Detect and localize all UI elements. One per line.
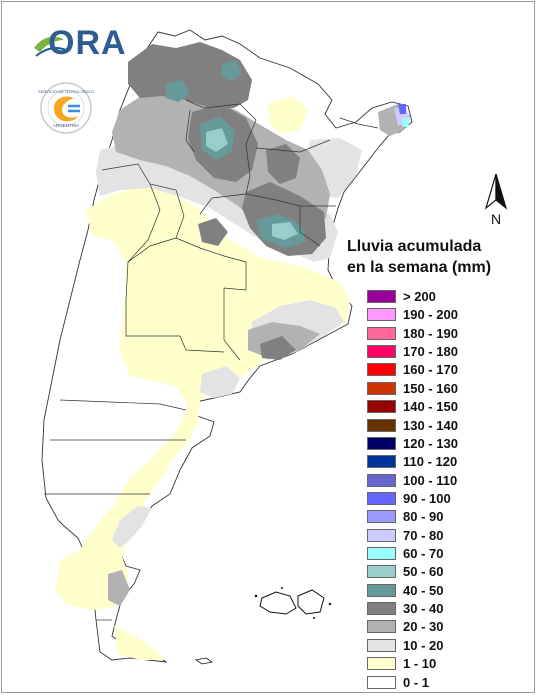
- legend-label: 60 - 70: [403, 546, 444, 562]
- leaf-icon: [34, 36, 64, 52]
- legend: > 200 190 - 200 180 - 190 170 - 180 160 - 17…: [367, 288, 527, 692]
- malvinas-islands: [259, 589, 325, 615]
- zone-30-40-pampas: [260, 336, 296, 360]
- legend-item: 130 - 140: [367, 417, 527, 435]
- legend-label: 130 - 140: [403, 417, 458, 433]
- legend-title-line2: en la semana (mm): [347, 259, 492, 276]
- legend-item: 40 - 50: [367, 582, 527, 600]
- legend-swatch: [367, 308, 396, 322]
- zone-30-40-corrientes: [266, 144, 300, 184]
- legend-label: 160 - 170: [403, 362, 458, 378]
- legend-item: 90 - 100: [367, 490, 527, 508]
- legend-swatch: [367, 602, 396, 616]
- legend-swatch: [367, 381, 396, 395]
- legend-swatch: [367, 491, 396, 505]
- legend-label: 180 - 190: [403, 325, 458, 341]
- legend-label: 100 - 110: [403, 472, 458, 488]
- legend-label: 30 - 40: [403, 601, 444, 617]
- zone-30-40-northwest: [128, 42, 252, 108]
- legend-label: 170 - 180: [403, 344, 458, 360]
- legend-label: 40 - 50: [403, 582, 444, 598]
- legend-swatch: [367, 400, 396, 414]
- legend-swatch: [367, 363, 396, 377]
- legend-swatch: [367, 675, 396, 689]
- legend-label: 1 - 10: [403, 656, 437, 672]
- legend-label: 120 - 130: [403, 435, 458, 451]
- legend-item: 50 - 60: [367, 563, 527, 581]
- zone-1-10-center: [86, 186, 350, 528]
- legend-swatch: [367, 345, 396, 359]
- legend-swatch: [367, 455, 396, 469]
- legend-swatch: [367, 528, 396, 542]
- seal-text-top: SERVICIO METEOROLÓGICO: [38, 89, 94, 94]
- legend-swatch: [367, 620, 396, 634]
- legend-swatch: [367, 418, 396, 432]
- legend-item: 30 - 40: [367, 600, 527, 618]
- north-label: N: [491, 211, 501, 227]
- legend-item: 120 - 130: [367, 435, 527, 453]
- legend-swatch: [367, 436, 396, 450]
- zone-1-10-north: [268, 96, 308, 134]
- legend-item: 1 - 10: [367, 655, 527, 673]
- legend-swatch: [367, 326, 396, 340]
- zone-10-20-coast: [200, 366, 240, 398]
- legend-item: 0 - 1: [367, 674, 527, 692]
- zone-20-30-patagonia: [108, 570, 130, 606]
- legend-label: 140 - 150: [403, 399, 458, 415]
- legend-label: 20 - 30: [403, 619, 444, 635]
- legend-title-line1: Lluvia acumulada: [347, 238, 482, 255]
- legend-item: 140 - 150: [367, 398, 527, 416]
- zone-10-20-south: [112, 506, 152, 548]
- legend-swatch: [367, 473, 396, 487]
- zone-1-10-tierra: [114, 626, 164, 660]
- legend-item: 190 - 200: [367, 306, 527, 324]
- north-arrow-icon: N: [484, 173, 508, 227]
- legend-swatch: [367, 290, 396, 303]
- legend-swatch: [367, 547, 396, 561]
- zone-60-70-misiones: [402, 118, 410, 128]
- legend-item: 70 - 80: [367, 527, 527, 545]
- isla-estados: [194, 657, 214, 665]
- legend-label: 10 - 20: [403, 637, 444, 653]
- legend-item: 150 - 160: [367, 380, 527, 398]
- zone-50-60-entre-rios: [272, 222, 298, 240]
- zone-40-50-jujuy: [222, 60, 242, 82]
- zone-40-50-salta: [166, 80, 190, 102]
- legend-label: 90 - 100: [403, 490, 451, 506]
- legend-item: > 200: [367, 288, 527, 306]
- legend-item: 160 - 170: [367, 361, 527, 379]
- legend-label: 0 - 1: [403, 674, 430, 690]
- legend-item: 10 - 20: [367, 637, 527, 655]
- legend-item: 60 - 70: [367, 545, 527, 563]
- legend-title: Lluvia acumulada en la semana (mm): [347, 236, 527, 278]
- legend-swatch: [367, 565, 396, 579]
- legend-label: 110 - 120: [403, 454, 458, 470]
- zone-30-40-small: [198, 218, 228, 246]
- legend-swatch: [367, 657, 396, 671]
- legend-swatch: [367, 583, 396, 597]
- legend-label: 50 - 60: [403, 564, 444, 580]
- legend-swatch: [367, 510, 396, 524]
- legend-item: 110 - 120: [367, 453, 527, 471]
- legend-item: 170 - 180: [367, 343, 527, 361]
- province-borders: [44, 99, 379, 621]
- legend-label: 80 - 90: [403, 509, 444, 525]
- seal-text-bottom: ARGENTINA: [53, 123, 79, 128]
- malvinas-islets: [254, 587, 332, 619]
- legend-label: > 200: [403, 289, 436, 304]
- zone-90-100-misiones: [398, 104, 406, 114]
- zone-50-60-santiago: [206, 128, 228, 152]
- logo-text: ORA: [48, 24, 127, 62]
- legend-label: 190 - 200: [403, 307, 458, 323]
- legend-label: 150 - 160: [403, 380, 458, 396]
- legend-item: 80 - 90: [367, 508, 527, 526]
- legend-item: 20 - 30: [367, 618, 527, 636]
- legend-label: 70 - 80: [403, 527, 444, 543]
- ora-logo: SERVICIO METEOROLÓGICO ARGENTINA: [34, 36, 94, 134]
- legend-swatch: [367, 638, 396, 652]
- legend-item: 180 - 190: [367, 325, 527, 343]
- legend-item: 100 - 110: [367, 472, 527, 490]
